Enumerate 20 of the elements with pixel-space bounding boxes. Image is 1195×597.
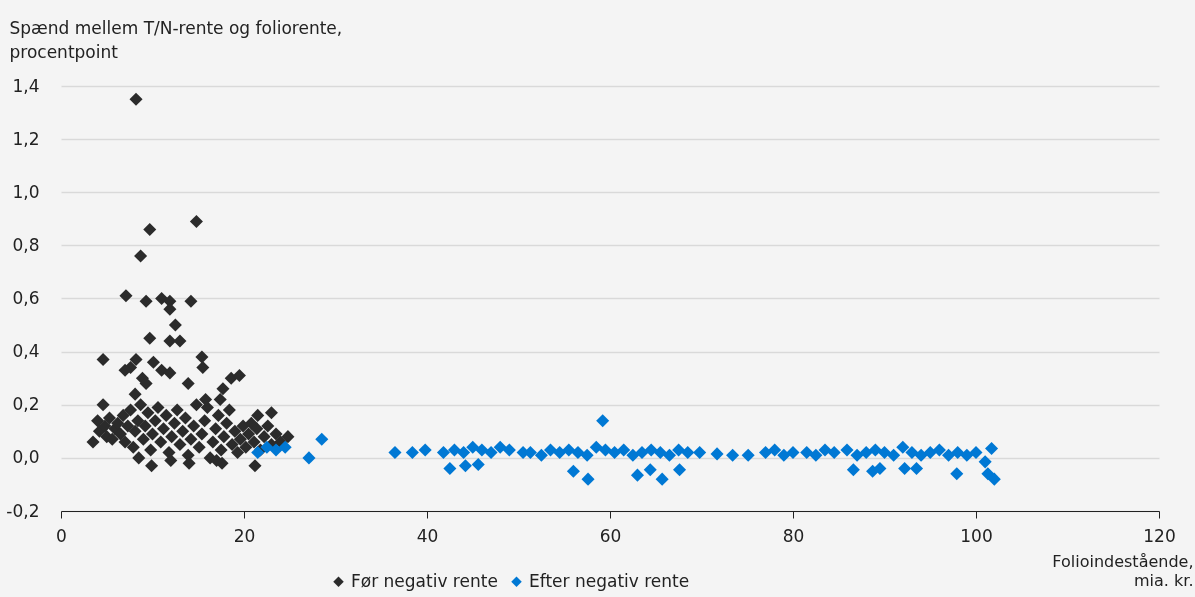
- y-tick-label: 1,0: [12, 181, 40, 202]
- y-tick-label: 0,0: [12, 447, 40, 468]
- y-tick-label: 1,4: [12, 75, 40, 96]
- x-tick-label: 60: [599, 525, 622, 546]
- legend-label: Før negativ rente: [351, 570, 498, 591]
- y-tick-label: 0,4: [12, 341, 40, 362]
- y-tick-label: 0,6: [12, 288, 40, 308]
- y-tick-label: -0,2: [6, 500, 40, 521]
- y-axis-title: Spænd mellem T/N-rente og foliorente, procentpoint: [9, 17, 343, 62]
- x-tick-label: 100: [960, 525, 993, 546]
- y-tick-label: 0,8: [12, 234, 40, 255]
- x-tick-label: 120: [1143, 525, 1176, 546]
- x-tick-label: 40: [416, 525, 439, 546]
- y-tick-label: 0,2: [12, 394, 40, 415]
- x-axis-title: Folioindestående, mia. kr.: [1052, 551, 1194, 590]
- x-tick-label: 80: [782, 525, 805, 546]
- x-tick-label: 20: [233, 525, 256, 546]
- legend-label: Efter negativ rente: [529, 570, 690, 591]
- y-tick-label: 1,2: [12, 128, 40, 149]
- x-tick-label: 0: [56, 525, 67, 546]
